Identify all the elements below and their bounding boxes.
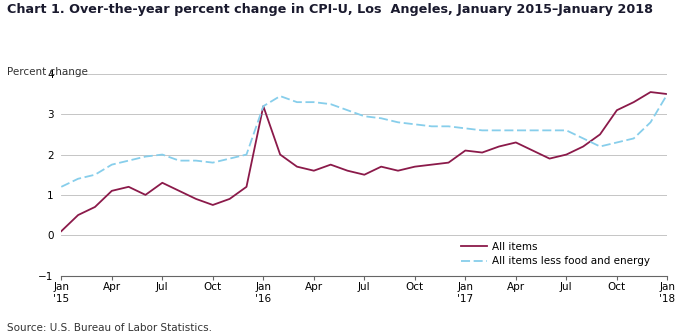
Text: Source: U.S. Bureau of Labor Statistics.: Source: U.S. Bureau of Labor Statistics.	[7, 323, 212, 333]
Text: Percent change: Percent change	[7, 67, 88, 77]
Text: Chart 1. Over-the-year percent change in CPI-U, Los  Angeles, January 2015–Janua: Chart 1. Over-the-year percent change in…	[7, 3, 653, 16]
Legend: All items, All items less food and energy: All items, All items less food and energ…	[461, 242, 650, 266]
